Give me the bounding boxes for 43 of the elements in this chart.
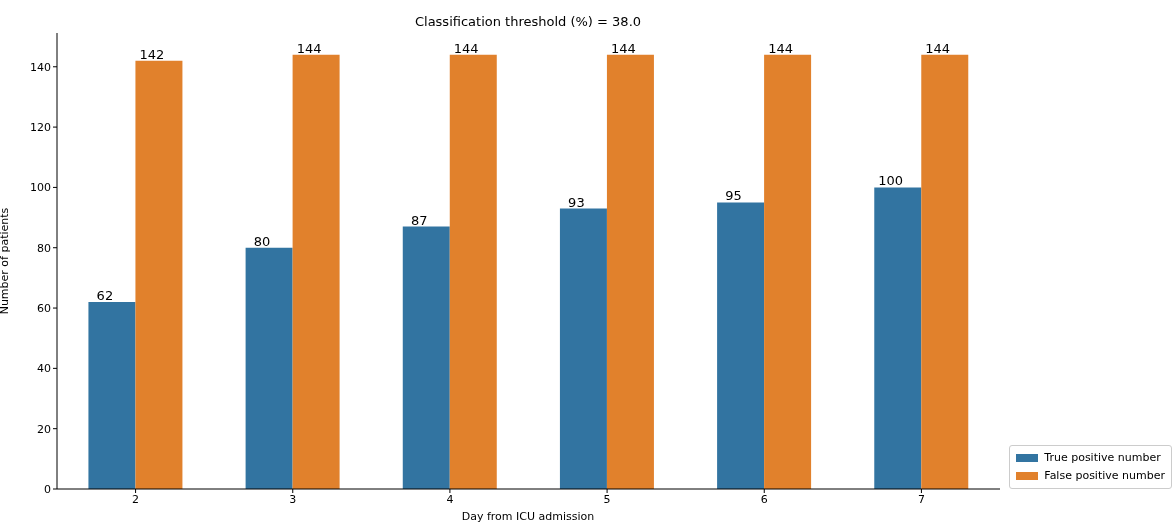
y-tick-label: 60 (37, 301, 51, 315)
x-tick-label: 3 (289, 492, 297, 506)
bar (559, 208, 607, 489)
bar (292, 54, 340, 489)
bar (135, 60, 183, 489)
bar (245, 247, 293, 489)
data-label: 87 (410, 212, 428, 228)
x-tick-label: 2 (132, 492, 140, 506)
chart-title: Classification threshold (%) = 38.0 (414, 14, 642, 29)
data-label: 93 (568, 194, 585, 210)
bar (764, 54, 812, 489)
data-label: 62 (96, 288, 114, 304)
data-label: 95 (725, 188, 742, 204)
data-label: 80 (253, 233, 271, 249)
data-label: 100 (878, 173, 904, 189)
data-label: 144 (925, 40, 951, 56)
data-label: 142 (139, 46, 165, 62)
bar (874, 187, 922, 489)
data-label: 144 (610, 40, 636, 56)
bar (449, 54, 497, 489)
legend-label: False positive number (1044, 468, 1165, 484)
data-label: 144 (296, 40, 322, 56)
legend-label: True positive number (1044, 450, 1161, 466)
x-tick-label: 4 (446, 492, 454, 506)
y-tick-label: 20 (37, 422, 51, 436)
y-tick-label: 140 (30, 60, 51, 74)
x-tick-label: 6 (760, 492, 768, 506)
y-tick-label: 0 (44, 482, 51, 496)
x-axis-title: Day from ICU admission (461, 510, 595, 523)
y-tick-label: 120 (30, 121, 51, 134)
y-axis-title: Number of patients (0, 207, 11, 315)
bar (88, 302, 136, 489)
x-tick-label: 7 (917, 492, 925, 506)
data-label: 144 (453, 40, 479, 56)
bar (717, 202, 765, 489)
bar (921, 54, 969, 489)
x-tick-label: 5 (603, 492, 611, 506)
y-tick-label: 40 (37, 362, 51, 376)
bar (606, 54, 654, 489)
y-tick-label: 100 (30, 181, 51, 195)
y-tick-label: 80 (37, 241, 51, 255)
data-label: 144 (768, 40, 793, 56)
bar (402, 226, 450, 489)
